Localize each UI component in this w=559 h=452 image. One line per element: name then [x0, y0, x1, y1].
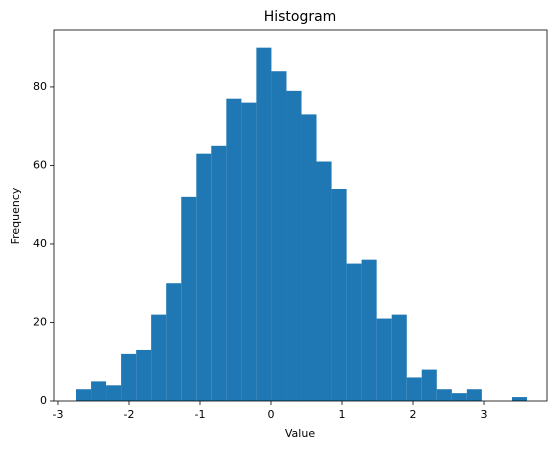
y-axis-label: Frequency — [9, 187, 22, 244]
x-axis-label: Value — [285, 427, 315, 440]
y-tick-label: 80 — [33, 80, 47, 93]
bar — [241, 102, 257, 401]
bar — [436, 389, 452, 401]
chart-title: Histogram — [264, 9, 337, 25]
bar — [391, 314, 407, 401]
bar — [166, 283, 182, 401]
bar — [121, 353, 137, 401]
bar — [181, 196, 197, 401]
x-tick-label: 2 — [410, 408, 417, 421]
y-tick-label: 20 — [33, 315, 47, 328]
bar — [301, 114, 317, 401]
bar — [106, 385, 122, 401]
x-tick-label: -1 — [195, 408, 206, 421]
bar — [256, 47, 272, 402]
bar — [376, 318, 392, 401]
bar — [136, 349, 152, 401]
y-tick-label: 40 — [33, 237, 47, 250]
bar — [511, 397, 527, 401]
bar — [286, 90, 302, 401]
bar — [271, 71, 287, 401]
bar — [331, 189, 347, 401]
bar — [346, 263, 362, 401]
x-tick-label: 0 — [267, 408, 274, 421]
x-tick-label: 3 — [481, 408, 488, 421]
bar — [406, 377, 422, 401]
bar — [316, 161, 332, 401]
x-tick-label: 1 — [339, 408, 346, 421]
bar — [151, 314, 167, 401]
bar — [91, 381, 107, 401]
bar — [361, 259, 377, 401]
plot-frame — [53, 29, 548, 402]
x-tick-label: -2 — [123, 408, 134, 421]
bar — [466, 389, 482, 401]
x-tick-label: -3 — [52, 408, 63, 421]
y-tick-label: 60 — [33, 158, 47, 171]
bar — [76, 389, 92, 401]
y-tick-label: 0 — [40, 394, 47, 407]
bar — [196, 153, 212, 401]
bar — [451, 393, 467, 401]
bar — [226, 98, 242, 401]
bar — [211, 145, 227, 401]
bar — [421, 369, 437, 401]
